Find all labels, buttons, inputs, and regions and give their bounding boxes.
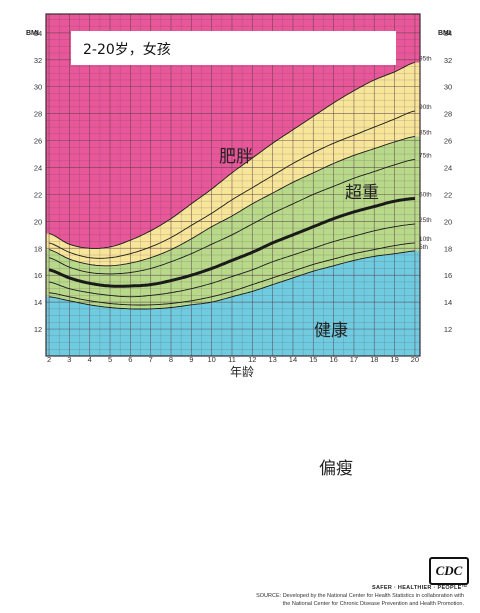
x-tick: 16 (329, 355, 337, 364)
zone-fills (46, 14, 420, 356)
y-tick-left: 32 (34, 56, 42, 65)
y-tick-left: 34 (34, 29, 42, 38)
percentile-label-85th: 85th (419, 130, 432, 137)
x-tick: 10 (207, 355, 215, 364)
x-tick: 6 (128, 355, 132, 364)
title-box: 2-20岁，女孩 (71, 31, 396, 65)
x-tick: 5 (108, 355, 112, 364)
y-tick-right: 32 (444, 56, 452, 65)
x-tick: 3 (67, 355, 71, 364)
x-tick: 4 (88, 355, 92, 364)
y-tick-left: 28 (34, 110, 42, 119)
y-tick-right: 34 (444, 29, 452, 38)
percentile-curve-10th (48, 242, 415, 306)
y-tick-right: 28 (444, 110, 452, 119)
y-tick-left: 12 (34, 325, 42, 334)
y-axis-label-left: BMI (26, 30, 39, 37)
x-tick: 14 (289, 355, 297, 364)
x-tick: 7 (149, 355, 153, 364)
y-tick-left: 14 (34, 298, 42, 307)
x-tick: 11 (228, 355, 236, 364)
y-tick-right: 20 (444, 217, 452, 226)
percentile-label-5th: 5th (419, 244, 428, 251)
y-tick-left: 16 (34, 271, 42, 280)
zone-label-overweight: 超重 (345, 183, 379, 203)
cdc-logo: CDC (429, 557, 469, 585)
x-tick: 20 (411, 355, 419, 364)
percentile-label-75th: 75th (419, 152, 432, 159)
percentile-label-25th: 25th (419, 217, 432, 224)
chart-title: 2-20岁，女孩 (83, 42, 171, 58)
x-tick: 2 (47, 355, 51, 364)
x-tick: 17 (350, 355, 358, 364)
percentile-curve-75th (48, 158, 415, 275)
percentile-curve-95th (48, 62, 416, 249)
percentile-curve-5th (48, 250, 415, 310)
y-tick-right: 24 (444, 163, 452, 172)
percentile-curve-25th (48, 223, 415, 298)
x-tick: 15 (309, 355, 317, 364)
x-axis-title: 年龄 (230, 365, 254, 379)
x-tick: 8 (169, 355, 173, 364)
source-note-line-2: the National Center for Chronic Disease … (282, 601, 464, 607)
x-tick: 9 (189, 355, 193, 364)
percentile-label-90th: 90th (419, 104, 432, 111)
y-tick-left: 26 (34, 137, 42, 146)
y-tick-right: 22 (444, 190, 452, 199)
y-tick-right: 26 (444, 137, 452, 146)
percentile-curves (48, 62, 416, 310)
percentile-label-50th: 50th (419, 191, 432, 198)
x-tick: 12 (248, 355, 256, 364)
percentile-curve-50th (48, 197, 415, 288)
y-axis-label-right: BMI (438, 30, 451, 37)
y-tick-left: 24 (34, 163, 42, 172)
zone-label-healthy: 健康 (314, 321, 348, 341)
y-tick-left: 20 (34, 217, 42, 226)
y-tick-right: 12 (444, 325, 452, 334)
source-note-line-1: SOURCE: Developed by the National Center… (256, 593, 464, 599)
y-tick-right: 30 (444, 83, 452, 92)
percentile-curve-85th (48, 136, 415, 267)
y-tick-right: 14 (444, 298, 452, 307)
y-tick-right: 16 (444, 271, 452, 280)
zone-label-obese: 肥胖 (219, 147, 253, 167)
zone-label-underweight: 偏瘦 (319, 459, 353, 479)
y-tick-left: 22 (34, 190, 42, 199)
y-tick-right: 18 (444, 244, 452, 253)
y-tick-left: 18 (34, 244, 42, 253)
percentile-curve-90th (48, 110, 416, 259)
plot-border (45, 13, 421, 357)
x-tick: 18 (370, 355, 378, 364)
cdc-tagline: SAFER · HEALTHIER · PEOPLE™ (372, 585, 468, 591)
x-tick: 19 (390, 355, 398, 364)
zone-underweight (46, 251, 420, 356)
percentile-label-95th: 95th (419, 55, 432, 62)
percentile-label-10th: 10th (419, 236, 432, 243)
x-tick: 13 (268, 355, 276, 364)
y-tick-left: 30 (34, 83, 42, 92)
